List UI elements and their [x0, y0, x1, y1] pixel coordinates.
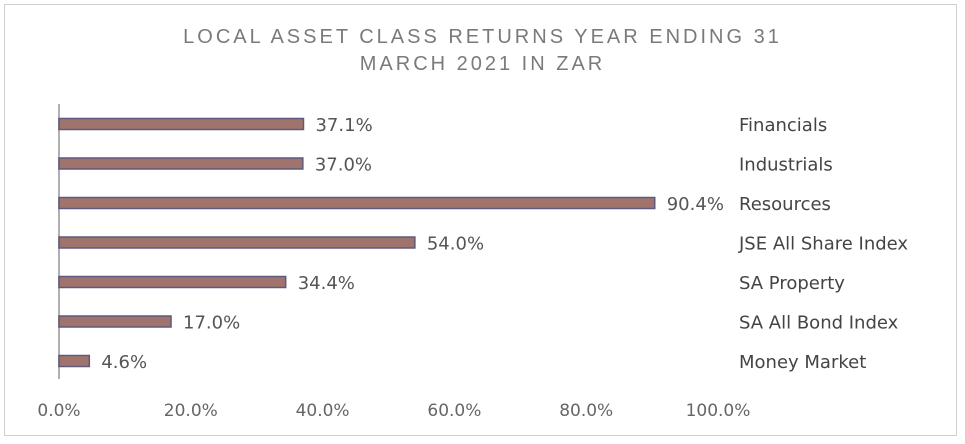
category-label: SA All Bond Index — [739, 313, 899, 334]
data-label: 37.1% — [315, 115, 372, 136]
x-tick-label: 100.0% — [686, 401, 751, 421]
category-label: JSE All Share Index — [738, 234, 908, 255]
category-label: SA Property — [739, 273, 845, 294]
data-label: 37.0% — [315, 155, 372, 176]
chart-title-line-1: LOCAL ASSET CLASS RETURNS YEAR ENDING 31 — [183, 26, 782, 48]
data-label: 90.4% — [667, 194, 724, 215]
category-label: Resources — [739, 194, 831, 215]
bar-sa-all-bond-index — [58, 315, 172, 328]
chart-title-line-2: MARCH 2021 IN ZAR — [359, 53, 606, 75]
data-label: 17.0% — [183, 313, 240, 334]
x-tick-label: 80.0% — [559, 401, 613, 421]
bar-sa-property — [58, 275, 287, 289]
data-label: 34.4% — [298, 273, 355, 294]
x-tick-label: 0.0% — [37, 401, 80, 421]
chart-frame — [4, 4, 957, 436]
bar-industrials — [58, 157, 304, 170]
bar-resources — [58, 196, 656, 210]
category-label: Money Market — [739, 352, 866, 373]
bar-money-market — [58, 354, 91, 368]
bar-jse-all-share-index — [58, 236, 416, 249]
data-label: 54.0% — [427, 234, 484, 255]
chart-title: LOCAL ASSET CLASS RETURNS YEAR ENDING 31… — [0, 24, 965, 78]
data-label: 4.6% — [101, 352, 147, 373]
bar-financials — [58, 117, 305, 131]
x-tick-label: 40.0% — [296, 401, 350, 421]
x-tick-label: 20.0% — [164, 401, 218, 421]
x-tick-label: 60.0% — [427, 401, 481, 421]
category-label: Financials — [739, 115, 827, 136]
category-label: Industrials — [739, 155, 833, 176]
